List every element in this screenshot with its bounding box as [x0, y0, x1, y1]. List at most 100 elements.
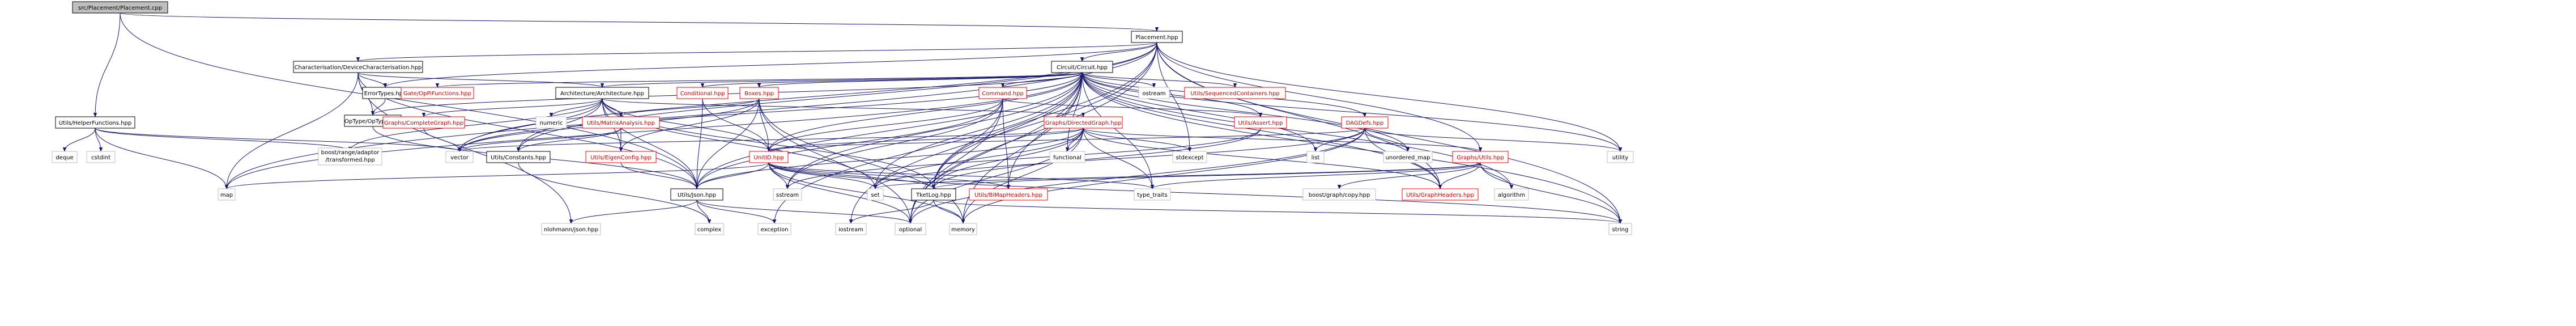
node-label: cstdint — [91, 155, 110, 161]
node-architecture[interactable]: Architecture/Architecture.hpp — [555, 87, 649, 99]
node-box — [1234, 116, 1287, 129]
node-command[interactable]: Command.hpp — [978, 87, 1027, 99]
node-box — [773, 188, 802, 201]
node-map: map — [218, 188, 236, 201]
node-label: type_traits — [1137, 192, 1167, 198]
edge-unitid-to-type_traits — [768, 162, 1152, 189]
edge-command-to-unitid — [769, 98, 1003, 152]
edge-circuit-to-graph_headers — [1082, 72, 1440, 189]
node-box — [555, 87, 649, 99]
node-directed_graph[interactable]: Graphs/DirectedGraph.hpp — [1044, 116, 1123, 129]
edge-dagdefs-to-unordered_map — [1364, 128, 1408, 152]
node-box — [695, 223, 724, 235]
node-cstdint: cstdint — [86, 151, 116, 163]
node-utility: utility — [1607, 151, 1634, 163]
edge-root-to-placement_hpp — [120, 12, 1157, 32]
edge-dagdefs-to-utility — [1364, 128, 1620, 152]
node-eigen_config[interactable]: Utils/EigenConfig.hpp — [585, 151, 657, 163]
node-unordered_map: unordered_map — [1383, 151, 1433, 163]
node-box — [585, 151, 657, 163]
node-seqcontainers[interactable]: Utils/SequencedContainers.hpp — [1184, 87, 1286, 99]
node-box — [670, 188, 723, 201]
node-placement_hpp[interactable]: Placement.hpp — [1131, 31, 1183, 43]
edge-directed_graph-to-graph_headers — [1083, 128, 1440, 189]
node-complex: complex — [695, 223, 724, 235]
node-label: /transformed.hpp — [325, 157, 374, 163]
edge-unitid-to-map — [227, 162, 769, 189]
node-boost_transformed: boost/range/adaptor/transformed.hpp — [318, 147, 382, 166]
node-label: utility — [1612, 155, 1629, 161]
edge-placement_hpp-to-char_device — [358, 42, 1157, 62]
node-unitid[interactable]: UnitID.hpp — [749, 151, 789, 163]
node-exception: exception — [757, 223, 791, 235]
node-graph_headers[interactable]: Utils/GraphHeaders.hpp — [1402, 188, 1479, 201]
edge-dagdefs-to-unitid — [769, 128, 1365, 152]
node-box — [1306, 151, 1325, 163]
edge-char_device-to-errortypes — [357, 72, 385, 88]
node-box — [55, 116, 135, 129]
edge-json-to-complex — [696, 200, 709, 224]
edge-graphs_utils-to-type_traits — [1152, 162, 1481, 189]
node-box — [867, 188, 884, 201]
edge-json-to-exception — [696, 200, 774, 224]
node-deque: deque — [52, 151, 78, 163]
node-label: TketLog.hpp — [916, 192, 951, 198]
node-label: OpType/OpType.hpp — [344, 118, 401, 125]
node-label: ostream — [1142, 91, 1165, 97]
edge-command-to-json — [697, 98, 1003, 189]
node-stdexcept: stdexcept — [1172, 151, 1207, 163]
edge-directed_graph-to-unitid — [769, 128, 1084, 152]
edge-circuit-to-architecture — [602, 72, 1083, 88]
edge-circuit-to-set — [875, 72, 1083, 189]
node-helper_functions[interactable]: Utils/HelperFunctions.hpp — [55, 116, 135, 129]
node-box — [1383, 151, 1433, 163]
node-label: numeric — [540, 120, 563, 126]
node-label: string — [1612, 227, 1629, 233]
node-label: functional — [1053, 155, 1082, 161]
edge-dagdefs-to-list — [1315, 128, 1365, 152]
node-circuit[interactable]: Circuit/Circuit.hpp — [1051, 61, 1113, 73]
node-string: string — [1608, 223, 1632, 235]
node-bimap[interactable]: Utils/BiMapHeaders.hpp — [969, 188, 1048, 201]
node-box — [969, 188, 1048, 201]
node-label: stdexcept — [1176, 155, 1203, 161]
node-gateoppi[interactable]: Gate/OpPiFunctions.hpp — [401, 87, 474, 99]
node-ostream: ostream — [1138, 87, 1170, 99]
node-conditional[interactable]: Conditional.hpp — [676, 87, 729, 99]
edge-directed_graph-to-memory — [963, 128, 1084, 223]
node-label: Utils/GraphHeaders.hpp — [1406, 192, 1474, 198]
node-label: sstream — [776, 192, 799, 198]
edge-circuit-to-json — [697, 72, 1083, 189]
edge-circuit-to-ostream — [1082, 72, 1154, 88]
node-root[interactable]: src/Placement/Placement.cpp — [72, 1, 168, 14]
node-box — [911, 188, 956, 201]
edge-json-to-nlohmann — [571, 200, 697, 224]
node-utils_constants[interactable]: Utils/Constants.hpp — [486, 151, 551, 163]
edge-errortypes-to-optype — [373, 98, 386, 116]
node-label: list — [1312, 155, 1320, 161]
edge-circuit-to-tketlog — [934, 72, 1083, 189]
edge-tketlog-to-iostream — [851, 200, 934, 224]
node-boxes[interactable]: Boxes.hpp — [739, 87, 779, 99]
node-optional: optional — [895, 223, 926, 235]
node-box — [52, 151, 78, 163]
edge-circuit-to-unordered_map — [1082, 72, 1408, 151]
node-box — [535, 116, 567, 129]
node-utils_assert[interactable]: Utils/Assert.hpp — [1234, 116, 1287, 129]
node-complete_graph[interactable]: Graphs/CompleteGraph.hpp — [382, 116, 465, 129]
node-json[interactable]: Utils/Json.hpp — [670, 188, 723, 201]
edge-directed_graph-to-tketlog — [934, 128, 1084, 189]
node-matrix_analysis[interactable]: Utils/MatrixAnalysis.hpp — [582, 116, 660, 129]
edge-unitid-to-optional — [768, 162, 910, 223]
node-tketlog[interactable]: TketLog.hpp — [911, 188, 956, 201]
edge-graphs_utils-to-string — [1480, 162, 1620, 223]
node-box — [1172, 151, 1207, 163]
node-graphs_utils[interactable]: Graphs/Utils.hpp — [1452, 151, 1509, 163]
node-label: Graphs/CompleteGraph.hpp — [384, 120, 463, 126]
node-functional: functional — [1049, 151, 1085, 163]
edge-circuit-to-sstream — [787, 72, 1083, 189]
node-label: Boxes.hpp — [744, 91, 774, 97]
node-char_device[interactable]: Characterisation/DeviceCharacterisation.… — [293, 61, 423, 73]
node-dagdefs[interactable]: DAGDefs.hpp — [1341, 116, 1389, 129]
node-label: src/Placement/Placement.cpp — [78, 5, 162, 11]
